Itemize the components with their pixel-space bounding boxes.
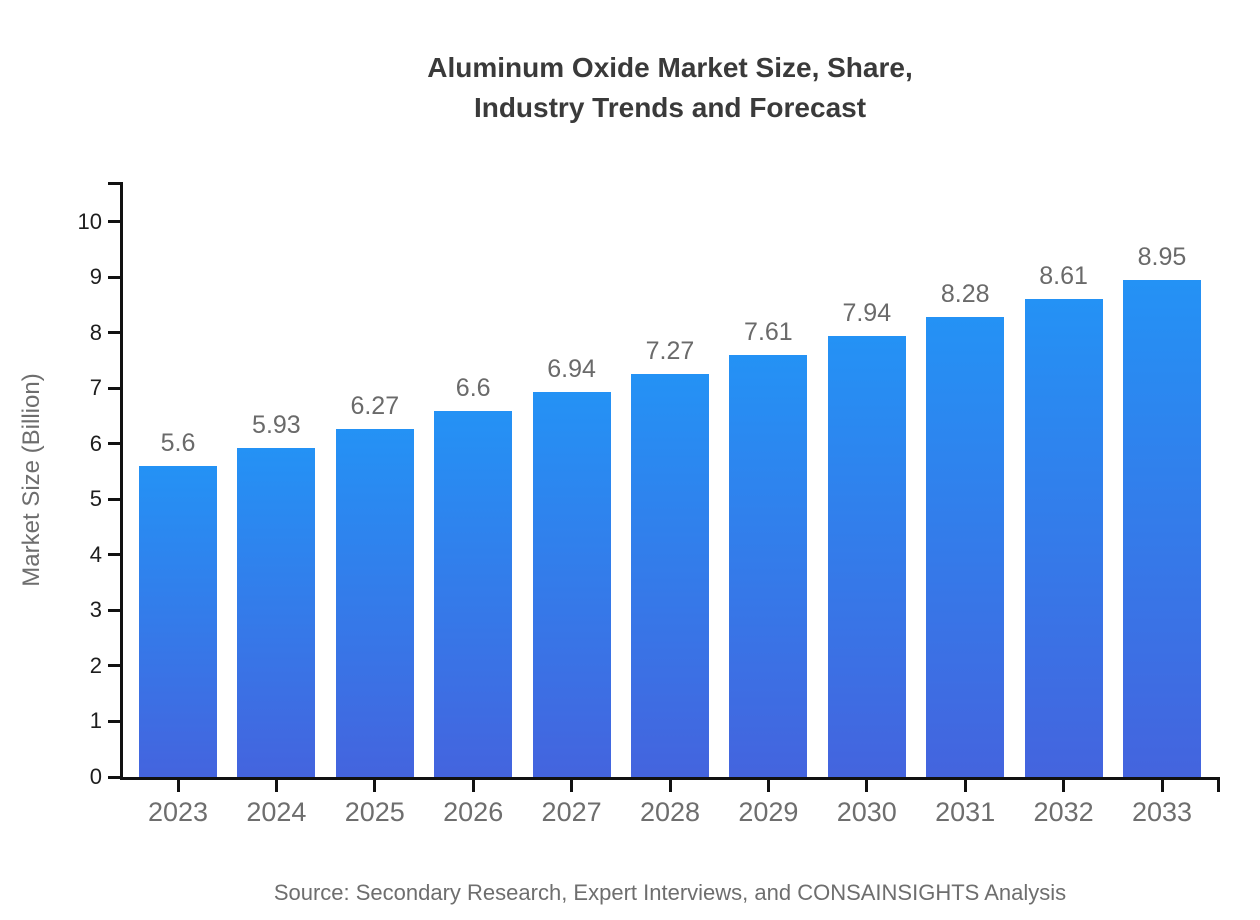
y-tick-2 [108, 664, 123, 668]
y-axis-title: Market Size (Billion) [18, 373, 45, 587]
x-tick-2023 [176, 780, 180, 792]
y-tick-0 [108, 775, 123, 779]
x-axis-endcap [1217, 780, 1220, 792]
bar-2027 [532, 391, 611, 777]
y-tick-label-4: 4 [89, 541, 102, 567]
y-tick-6 [108, 442, 123, 446]
y-tick-8 [108, 331, 123, 335]
chart-title-line-1: Aluminum Oxide Market Size, Share, [427, 52, 913, 83]
y-tick-label-0: 0 [89, 764, 102, 789]
y-tick-label-1: 1 [89, 708, 102, 734]
bar-value-label-2027: 6.94 [547, 354, 596, 383]
y-axis-endcap [108, 182, 123, 185]
x-tick-2033 [1160, 780, 1164, 792]
bar-2029 [729, 354, 808, 777]
bar-value-label-2028: 7.27 [645, 336, 695, 365]
bar-value-label-2030: 7.94 [842, 299, 892, 328]
y-tick-label-10: 10 [77, 208, 102, 234]
chart-title-line-2: Industry Trends and Forecast [473, 92, 867, 123]
x-tick-label-2027: 2027 [541, 797, 602, 827]
x-tick-2024 [274, 780, 278, 792]
bar-value-label-2024: 5.93 [252, 410, 301, 439]
bar-value-label-2031: 8.28 [940, 280, 990, 309]
y-tick-10 [108, 220, 123, 224]
bar-2028 [631, 373, 709, 777]
x-tick-label-2030: 2030 [836, 797, 897, 827]
y-tick-9 [108, 275, 123, 279]
chart-title: Aluminum Oxide Market Size, Share, Indus… [120, 48, 1220, 128]
y-tick-label-9: 9 [89, 264, 102, 290]
x-tick-label-2024: 2024 [246, 797, 307, 827]
source-caption: Source: Secondary Research, Expert Inter… [273, 880, 1067, 905]
y-tick-4 [108, 553, 123, 557]
y-tick-5 [108, 497, 123, 501]
y-tick-label-3: 3 [89, 597, 102, 623]
x-tick-label-2033: 2033 [1131, 797, 1193, 827]
y-tick-3 [108, 608, 123, 612]
x-tick-2028 [668, 780, 672, 792]
y-tick-label-5: 5 [89, 486, 102, 512]
x-tick-2026 [471, 780, 475, 792]
bar-2023 [139, 466, 217, 777]
x-tick-label-2028: 2028 [639, 797, 701, 827]
x-tick-label-2023: 2023 [147, 797, 209, 827]
x-tick-2031 [963, 780, 967, 792]
x-tick-label-2029: 2029 [738, 797, 799, 827]
bar-value-label-2029: 7.61 [744, 317, 793, 346]
bar-2033 [1123, 280, 1201, 777]
x-tick-label-2026: 2026 [443, 797, 504, 827]
x-tick-label-2025: 2025 [344, 797, 405, 827]
y-tick-label-8: 8 [89, 319, 102, 345]
x-tick-2032 [1062, 780, 1066, 792]
bar-2024 [237, 447, 316, 777]
y-tick-1 [108, 719, 123, 723]
y-tick-label-7: 7 [89, 375, 102, 401]
y-tick-label-6: 6 [89, 430, 102, 456]
x-tick-label-2031: 2031 [935, 797, 996, 827]
bar-value-label-2023: 5.6 [160, 429, 196, 458]
x-tick-2025 [373, 780, 377, 792]
bar-2031 [926, 317, 1005, 777]
x-tick-2027 [570, 780, 574, 792]
bar-2026 [434, 410, 513, 777]
plot-area: 0 1 2 3 4 5 6 7 8 9 10 5.6 2023 5.93 2024 6.27 2025 6.6 20… [78, 182, 1220, 827]
bar-2030 [827, 336, 906, 777]
y-tick-label-2: 2 [89, 652, 102, 678]
x-tick-label-2032: 2032 [1033, 797, 1094, 827]
bar-2032 [1024, 299, 1103, 777]
x-tick-2030 [865, 780, 869, 792]
bar-value-label-2033: 8.95 [1137, 243, 1187, 272]
x-tick-2029 [766, 780, 770, 792]
bar-value-label-2032: 8.61 [1039, 262, 1088, 291]
bar-2025 [335, 429, 414, 777]
y-tick-7 [108, 386, 123, 390]
bar-value-label-2026: 6.6 [455, 373, 491, 402]
bar-value-label-2025: 6.27 [350, 392, 400, 420]
